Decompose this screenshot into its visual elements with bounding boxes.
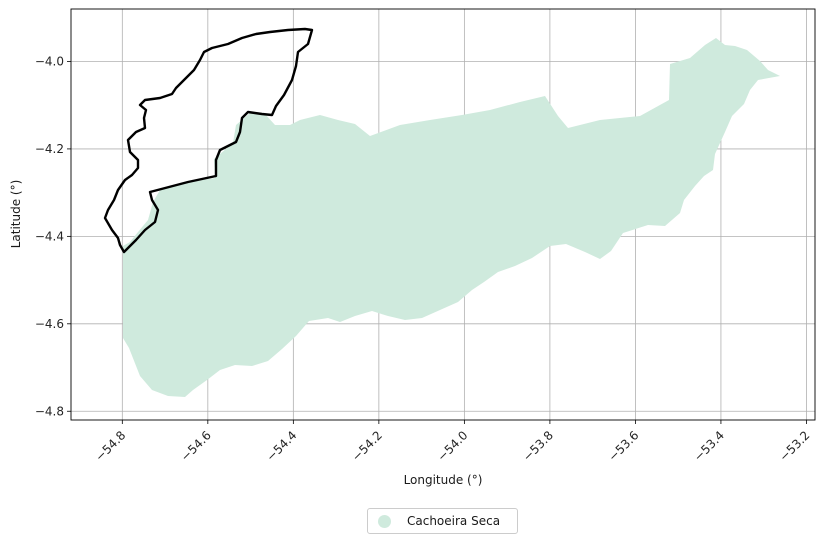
x-tick-label: −54.4	[264, 428, 300, 464]
x-tick-label: −54.8	[93, 428, 129, 464]
x-tick-label: −54.0	[435, 428, 471, 464]
legend-label-cachoeira-seca: Cachoeira Seca	[407, 514, 500, 528]
x-tick-label: −54.2	[349, 428, 385, 464]
y-axis-title: Latitude (°)	[9, 180, 23, 249]
cachoeira-seca-region	[123, 38, 780, 397]
legend: Cachoeira Seca	[367, 508, 518, 534]
y-tick-label: −4.6	[35, 317, 64, 331]
x-axis: −54.8 −54.6 −54.4 −54.2 −54.0 −53.8 −53.6 −53.4…	[93, 420, 813, 464]
y-tick-label: −4.0	[35, 54, 64, 68]
legend-swatch	[378, 515, 391, 528]
y-tick-label: −4.8	[35, 404, 64, 418]
x-axis-title: Longitude (°)	[404, 473, 483, 487]
x-tick-label: −53.6	[606, 428, 642, 464]
x-tick-label: −53.8	[520, 428, 556, 464]
x-tick-label: −53.2	[777, 428, 813, 464]
x-tick-label: −54.6	[178, 428, 214, 464]
y-axis: −4.8 −4.6 −4.4 −4.2 −4.0	[35, 54, 71, 418]
y-tick-label: −4.2	[35, 142, 64, 156]
map-regions	[105, 29, 780, 397]
x-tick-label: −53.4	[691, 428, 727, 464]
y-tick-label: −4.4	[35, 229, 64, 243]
